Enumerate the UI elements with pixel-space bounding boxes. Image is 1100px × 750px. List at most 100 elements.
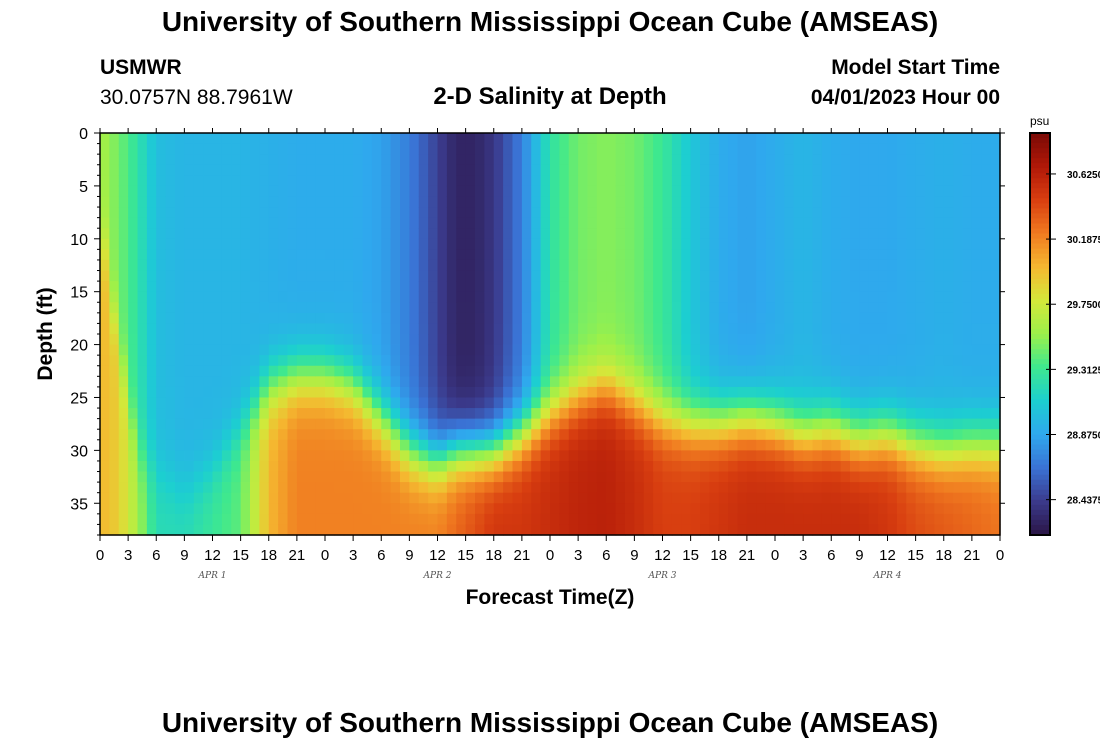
heatmap-cell (437, 281, 448, 293)
heatmap-cell (859, 228, 870, 240)
station-coordinates: 30.0757N 88.7961W (100, 86, 293, 109)
heatmap-cell (418, 344, 429, 356)
heatmap-cell (221, 513, 232, 526)
heatmap-cell (334, 386, 345, 399)
heatmap-cell (990, 482, 1001, 494)
heatmap-cell (503, 164, 514, 176)
heatmap-cell (278, 281, 289, 293)
heatmap-cell (446, 482, 457, 494)
heatmap-cell (709, 217, 720, 229)
heatmap-cell (268, 408, 279, 420)
heatmap-cell (550, 471, 560, 483)
heatmap-cell (606, 492, 617, 504)
heatmap-cell (371, 154, 382, 166)
heatmap-cell (887, 217, 898, 229)
heatmap-cell (775, 365, 785, 377)
heatmap-cell (625, 482, 635, 494)
heatmap-cell (990, 302, 1001, 314)
heatmap-cell (850, 482, 860, 494)
heatmap-cell (287, 164, 298, 176)
heatmap-cell (493, 492, 504, 504)
heatmap-cell (812, 492, 823, 504)
heatmap-cell (671, 312, 682, 325)
colorbar-step (1030, 399, 1050, 405)
heatmap-cell (540, 228, 551, 240)
heatmap-cell (850, 249, 860, 261)
heatmap-cell (334, 397, 345, 409)
heatmap-cell (334, 492, 345, 504)
heatmap-cell (231, 291, 242, 303)
heatmap-cell (100, 397, 110, 409)
heatmap-cell (250, 217, 260, 229)
heatmap-cell (146, 397, 157, 409)
heatmap-cell (831, 312, 842, 325)
heatmap-cell (859, 133, 870, 145)
heatmap-cell (681, 482, 692, 494)
heatmap-cell (343, 418, 354, 430)
heatmap-cell (418, 154, 429, 166)
heatmap-cell (118, 228, 129, 240)
heatmap-cell (259, 185, 270, 198)
heatmap-cell (287, 334, 298, 346)
heatmap-cell (456, 524, 467, 536)
heatmap-cell (718, 238, 729, 250)
heatmap-cell (850, 376, 860, 388)
heatmap-cell (962, 312, 973, 325)
heatmap-cell (306, 524, 317, 536)
x-tick-label: 21 (514, 547, 531, 564)
heatmap-cell (221, 524, 232, 536)
heatmap-cell (953, 217, 964, 229)
heatmap-cell (793, 524, 804, 536)
x-tick-label: 3 (799, 547, 807, 564)
heatmap-cell (306, 503, 317, 515)
heatmap-cell (428, 291, 439, 303)
heatmap-cell (343, 334, 354, 346)
heatmap-cell (681, 312, 692, 325)
heatmap-cell (128, 376, 139, 388)
heatmap-cell (700, 450, 710, 462)
heatmap-cell (915, 196, 926, 208)
heatmap-cell (212, 460, 223, 473)
heatmap-cell (943, 217, 954, 229)
colorbar-step (1030, 499, 1050, 506)
heatmap-cell (784, 460, 795, 473)
heatmap-cell (793, 513, 804, 526)
heatmap-cell (156, 154, 167, 166)
heatmap-cell (746, 460, 757, 473)
heatmap-cell (381, 281, 392, 293)
heatmap-cell (709, 291, 720, 303)
heatmap-cell (484, 482, 495, 494)
heatmap-cell (400, 228, 410, 240)
heatmap-cell (634, 164, 645, 176)
heatmap-cell (118, 133, 129, 145)
heatmap-cell (175, 238, 185, 250)
heatmap-cell (353, 238, 364, 250)
heatmap-cell (137, 355, 148, 367)
heatmap-cell (175, 281, 185, 293)
heatmap-cell (550, 143, 560, 155)
heatmap-cell (343, 238, 354, 250)
heatmap-cell (803, 217, 814, 229)
heatmap-cell (521, 291, 532, 303)
heatmap-cell (559, 408, 570, 420)
heatmap-cell (934, 143, 945, 155)
heatmap-cell (240, 482, 251, 494)
model-start-value: 04/01/2023 Hour 00 (810, 86, 1000, 109)
heatmap-cell (428, 376, 439, 388)
heatmap-cell (503, 207, 514, 219)
heatmap-cell (568, 365, 579, 377)
heatmap-cell (212, 164, 223, 176)
heatmap-cell (137, 418, 148, 430)
heatmap-cell (418, 164, 429, 176)
heatmap-cell (268, 439, 279, 451)
heatmap-cell (184, 482, 195, 494)
heatmap-cell (606, 323, 617, 335)
heatmap-cell (456, 270, 467, 282)
heatmap-cell (850, 207, 860, 219)
heatmap-cell (484, 429, 495, 441)
heatmap-cell (925, 365, 935, 377)
heatmap-cell (962, 133, 973, 145)
heatmap-cell (625, 312, 635, 325)
heatmap-cell (503, 143, 514, 155)
heatmap-cell (784, 217, 795, 229)
